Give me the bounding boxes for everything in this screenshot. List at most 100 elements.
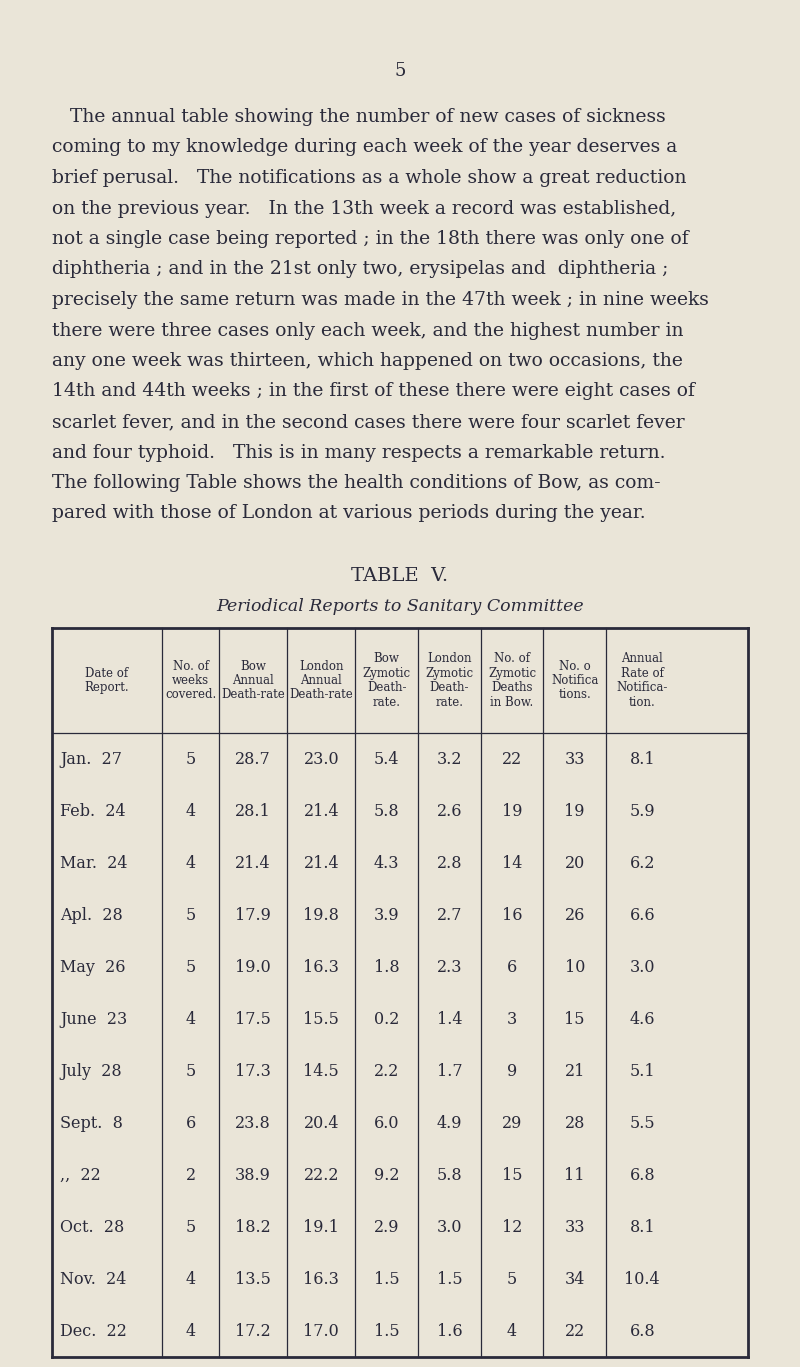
Text: No. of
weeks
covered.: No. of weeks covered. <box>165 659 216 701</box>
Text: 4: 4 <box>186 854 195 872</box>
Text: 28: 28 <box>565 1114 585 1132</box>
Text: 3.2: 3.2 <box>437 750 462 767</box>
Text: 14.5: 14.5 <box>303 1062 339 1080</box>
Text: London
Annual
Death-rate: London Annual Death-rate <box>290 659 354 701</box>
Text: 21.4: 21.4 <box>303 802 339 819</box>
Text: ,,  22: ,, 22 <box>60 1166 101 1184</box>
Text: 4: 4 <box>507 1322 517 1340</box>
Text: 22: 22 <box>565 1322 585 1340</box>
Text: 5: 5 <box>186 1062 196 1080</box>
Text: 33: 33 <box>565 1218 585 1236</box>
Text: Sept.  8: Sept. 8 <box>60 1114 123 1132</box>
Text: TABLE  V.: TABLE V. <box>351 567 449 585</box>
Text: Oct.  28: Oct. 28 <box>60 1218 124 1236</box>
Text: 17.0: 17.0 <box>303 1322 339 1340</box>
Text: 20.4: 20.4 <box>304 1114 339 1132</box>
Text: 5: 5 <box>186 906 196 924</box>
Text: June  23: June 23 <box>60 1010 127 1028</box>
Text: 4.9: 4.9 <box>437 1114 462 1132</box>
Text: 1.8: 1.8 <box>374 958 399 976</box>
Text: May  26: May 26 <box>60 958 126 976</box>
Text: 23.0: 23.0 <box>303 750 339 767</box>
Text: 12: 12 <box>502 1218 522 1236</box>
Text: Apl.  28: Apl. 28 <box>60 906 122 924</box>
Text: 8.1: 8.1 <box>630 1218 655 1236</box>
Text: Dec.  22: Dec. 22 <box>60 1322 127 1340</box>
Text: 5.8: 5.8 <box>374 802 399 819</box>
Text: 22: 22 <box>502 750 522 767</box>
Text: 5.1: 5.1 <box>630 1062 655 1080</box>
Text: 5: 5 <box>186 958 196 976</box>
Text: not a single case being reported ; in the 18th there was only one of: not a single case being reported ; in th… <box>52 230 689 247</box>
Text: 17.2: 17.2 <box>235 1322 271 1340</box>
Text: 17.5: 17.5 <box>235 1010 271 1028</box>
Text: 2.6: 2.6 <box>437 802 462 819</box>
Text: pared with those of London at various periods during the year.: pared with those of London at various pe… <box>52 504 646 522</box>
Text: 2.3: 2.3 <box>437 958 462 976</box>
Text: 2.2: 2.2 <box>374 1062 399 1080</box>
Text: Annual
Rate of
Notifica-
tion.: Annual Rate of Notifica- tion. <box>617 652 668 708</box>
Text: 1.6: 1.6 <box>437 1322 462 1340</box>
Text: 1.5: 1.5 <box>374 1322 399 1340</box>
Text: 23.8: 23.8 <box>235 1114 271 1132</box>
Text: 10: 10 <box>565 958 585 976</box>
Text: 1.7: 1.7 <box>437 1062 462 1080</box>
Text: and four typhoid.   This is in many respects a remarkable return.: and four typhoid. This is in many respec… <box>52 443 666 462</box>
Text: 17.9: 17.9 <box>235 906 271 924</box>
Text: 4: 4 <box>186 802 195 819</box>
Text: 1.5: 1.5 <box>437 1270 462 1288</box>
Text: 34: 34 <box>565 1270 585 1288</box>
Text: diphtheria ; and in the 21st only two, erysipelas and  diphtheria ;: diphtheria ; and in the 21st only two, e… <box>52 261 668 279</box>
Text: 14th and 44th weeks ; in the first of these there were eight cases of: 14th and 44th weeks ; in the first of th… <box>52 383 695 401</box>
Text: 22.2: 22.2 <box>304 1166 339 1184</box>
Text: 5.8: 5.8 <box>437 1166 462 1184</box>
Text: 2.7: 2.7 <box>437 906 462 924</box>
Text: 5: 5 <box>394 62 406 81</box>
Text: Jan.  27: Jan. 27 <box>60 750 122 767</box>
Text: 6: 6 <box>507 958 517 976</box>
Text: 10.4: 10.4 <box>624 1270 660 1288</box>
Text: 5: 5 <box>186 1218 196 1236</box>
Text: 3: 3 <box>507 1010 517 1028</box>
Text: July  28: July 28 <box>60 1062 122 1080</box>
Text: 4: 4 <box>186 1010 195 1028</box>
Text: 6.0: 6.0 <box>374 1114 399 1132</box>
Text: 15: 15 <box>565 1010 585 1028</box>
Text: 38.9: 38.9 <box>235 1166 271 1184</box>
Text: 19.1: 19.1 <box>303 1218 339 1236</box>
Text: 8.1: 8.1 <box>630 750 655 767</box>
Text: 26: 26 <box>565 906 585 924</box>
Text: 6.6: 6.6 <box>630 906 655 924</box>
Text: 2.8: 2.8 <box>437 854 462 872</box>
Text: 9: 9 <box>507 1062 517 1080</box>
Text: The following Table shows the health conditions of Bow, as com-: The following Table shows the health con… <box>52 474 661 492</box>
Text: Bow
Zymotic
Death-
rate.: Bow Zymotic Death- rate. <box>362 652 411 708</box>
Text: 19.8: 19.8 <box>303 906 339 924</box>
Text: 5.9: 5.9 <box>630 802 655 819</box>
Text: 1.5: 1.5 <box>374 1270 399 1288</box>
Text: 16: 16 <box>502 906 522 924</box>
Text: 3.0: 3.0 <box>630 958 655 976</box>
Text: on the previous year.   In the 13th week a record was established,: on the previous year. In the 13th week a… <box>52 200 676 217</box>
Text: Nov.  24: Nov. 24 <box>60 1270 126 1288</box>
Text: 15.5: 15.5 <box>303 1010 339 1028</box>
Text: 18.2: 18.2 <box>235 1218 271 1236</box>
Text: 6.2: 6.2 <box>630 854 655 872</box>
Text: any one week was thirteen, which happened on two occasions, the: any one week was thirteen, which happene… <box>52 351 683 370</box>
Text: 2: 2 <box>186 1166 195 1184</box>
Text: Mar.  24: Mar. 24 <box>60 854 127 872</box>
Text: 0.2: 0.2 <box>374 1010 399 1028</box>
Text: 1.4: 1.4 <box>437 1010 462 1028</box>
Text: 2.9: 2.9 <box>374 1218 399 1236</box>
Text: 28.1: 28.1 <box>235 802 271 819</box>
Text: brief perusal.   The notifications as a whole show a great reduction: brief perusal. The notifications as a wh… <box>52 170 686 187</box>
Text: Bow
Annual
Death-rate: Bow Annual Death-rate <box>222 659 285 701</box>
Text: 16.3: 16.3 <box>303 1270 339 1288</box>
Text: 20: 20 <box>565 854 585 872</box>
Text: 21: 21 <box>565 1062 585 1080</box>
Text: there were three cases only each week, and the highest number in: there were three cases only each week, a… <box>52 321 683 339</box>
Text: No. of
Zymotic
Deaths
in Bow.: No. of Zymotic Deaths in Bow. <box>488 652 536 708</box>
Text: Date of
Report.: Date of Report. <box>85 667 130 694</box>
Text: 21.4: 21.4 <box>303 854 339 872</box>
Text: 4: 4 <box>186 1322 195 1340</box>
